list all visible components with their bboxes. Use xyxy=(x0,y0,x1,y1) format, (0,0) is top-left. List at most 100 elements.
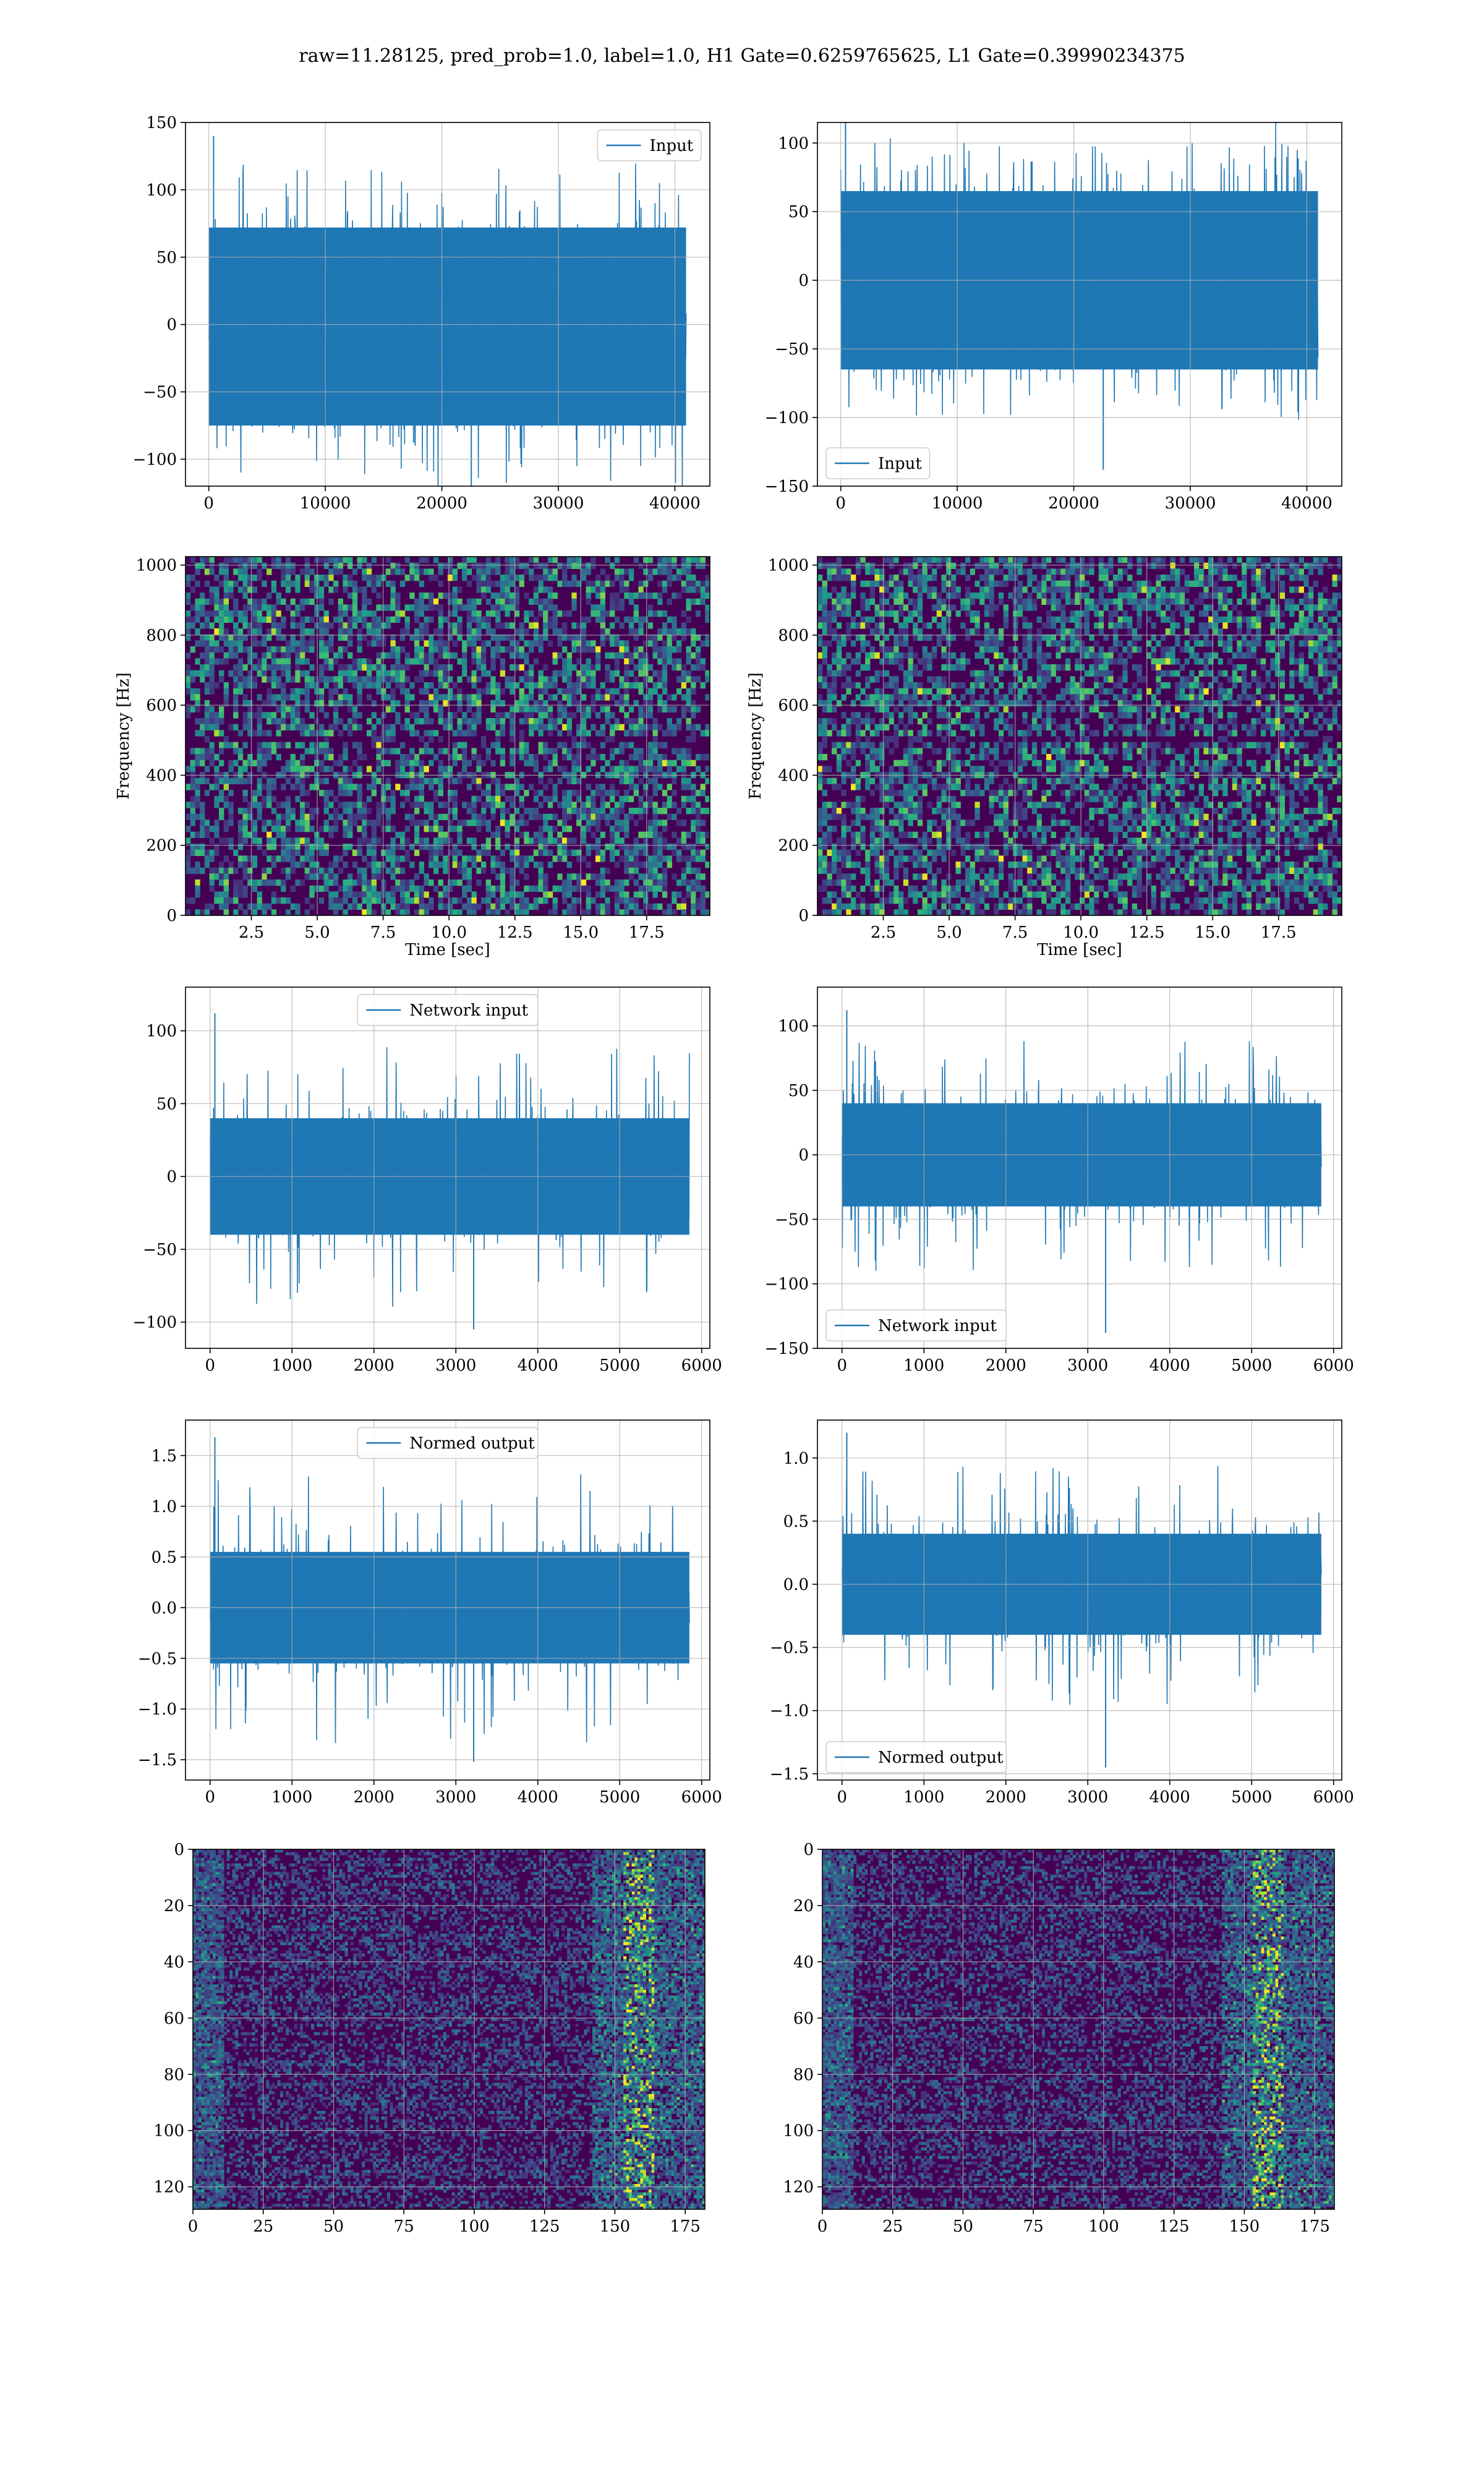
y-tick-label: 50 xyxy=(788,1082,809,1100)
x-tick-label: 5000 xyxy=(1231,1788,1272,1807)
y-tick-label: 20 xyxy=(793,1897,814,1915)
x-tick-label: 7.5 xyxy=(1002,923,1028,942)
y-tick-label: 0 xyxy=(166,907,177,925)
panel-10: 0 25 50 75 100 125 150 175 0 20 40 60 80 100 120 xyxy=(783,1841,1335,2236)
x-tick-label: 1000 xyxy=(271,1356,312,1375)
x-tick-label: 75 xyxy=(394,2217,414,2236)
grid xyxy=(186,987,710,1348)
y-tick-label: 800 xyxy=(146,627,177,645)
series-line xyxy=(209,1047,690,1307)
y-tick-label: 400 xyxy=(146,766,177,785)
series-line xyxy=(842,1041,1322,1271)
x-tick-label: 5.0 xyxy=(936,923,962,942)
x-tick-label: 75 xyxy=(1023,2217,1044,2236)
series-line xyxy=(842,1466,1322,1705)
x-tick-label: 5000 xyxy=(1231,1356,1272,1375)
y-tick-label: 0 xyxy=(803,1841,814,1859)
panel-2: 0 10000 20000 30000 40000 −150 −100 −50 0 50 100 In… xyxy=(765,122,1342,513)
y-tick-label: 1.5 xyxy=(151,1447,177,1465)
y-tick-label: −50 xyxy=(775,1210,809,1229)
x-tick-label: 2000 xyxy=(354,1788,394,1807)
panel-8: 0 1000 2000 3000 4000 5000 6000 −1.5 −1.0 −0.5 0.0… xyxy=(770,1419,1354,1807)
grid xyxy=(186,1420,710,1780)
y-tick-label: 80 xyxy=(793,2066,814,2084)
y-tick-label: 40 xyxy=(164,1953,184,1972)
series-input xyxy=(840,122,1319,470)
panel-4: 2.5 5.0 7.5 10.0 12.5 15.0 17.5 0 200 400 600 800 10… xyxy=(746,556,1342,959)
legend-box xyxy=(825,1309,1007,1342)
x-tick-label: 50 xyxy=(323,2217,344,2236)
x-tick-label: 25 xyxy=(253,2217,273,2236)
y-tick-label: 600 xyxy=(146,696,177,715)
y-tick-label: 40 xyxy=(793,1953,814,1972)
y-tick-label: −0.5 xyxy=(138,1650,177,1668)
y-tick-label: 120 xyxy=(153,2178,184,2197)
x-tick-label: 4000 xyxy=(518,1356,558,1375)
x-tick-label: 0 xyxy=(837,1356,847,1375)
x-tick-label: 2.5 xyxy=(239,923,264,942)
y-tick-label: 0 xyxy=(174,1841,184,1859)
y-tick-label: 1.0 xyxy=(151,1497,177,1516)
y-tick-label: −50 xyxy=(143,383,177,402)
series-line xyxy=(840,122,1319,420)
y-tick-label: 1000 xyxy=(768,557,809,575)
y-tick-label: 400 xyxy=(778,766,809,785)
x-tick-label: 2000 xyxy=(986,1788,1026,1807)
y-tick-label: 100 xyxy=(778,134,809,153)
y-axis-label: Frequency [Hz] xyxy=(746,672,765,800)
x-tick-label: 4000 xyxy=(1149,1788,1190,1807)
x-tick-label: 5.0 xyxy=(304,923,330,942)
y-tick-label: 600 xyxy=(778,696,809,715)
x-tick-label: 1000 xyxy=(903,1788,944,1807)
y-tick-label: 200 xyxy=(146,837,177,855)
y-tick-label: 0.5 xyxy=(151,1548,177,1567)
series-normed-output xyxy=(210,1437,690,1762)
x-tick-label: 5000 xyxy=(599,1356,640,1375)
x-tick-label: 10000 xyxy=(932,494,983,513)
panel-6: 0 1000 2000 3000 4000 5000 6000 −150 −100 −50 0 50 1… xyxy=(765,987,1354,1375)
figure-title: raw=11.28125, pred_prob=1.0, label=1.0, … xyxy=(299,45,1185,67)
x-tick-label: 30000 xyxy=(1165,494,1216,513)
x-tick-label: 1000 xyxy=(271,1788,312,1807)
x-tick-label: 10000 xyxy=(300,494,351,513)
x-tick-label: 125 xyxy=(1159,2217,1190,2236)
y-tick-label: −1.5 xyxy=(138,1751,177,1770)
y-tick-label: 0 xyxy=(166,316,177,335)
series-line xyxy=(208,163,687,486)
x-tick-label: 150 xyxy=(1229,2217,1260,2236)
x-tick-label: 3000 xyxy=(1067,1356,1108,1375)
series-network-input xyxy=(842,1010,1322,1333)
legend: Normed output xyxy=(357,1427,539,1459)
x-tick-label: 12.5 xyxy=(1129,923,1165,942)
y-tick-label: 100 xyxy=(153,2122,184,2141)
x-tick-label: 40000 xyxy=(1281,494,1333,513)
legend-label: Network input xyxy=(409,1001,528,1020)
x-tick-label: 0 xyxy=(188,2217,198,2236)
x-tick-label: 6000 xyxy=(1313,1356,1354,1375)
y-tick-label: −100 xyxy=(765,409,809,427)
y-tick-label: −50 xyxy=(775,340,809,359)
x-tick-label: 150 xyxy=(600,2217,631,2236)
y-tick-label: 100 xyxy=(146,181,177,200)
legend-label: Input xyxy=(650,137,694,155)
grid xyxy=(817,1420,1342,1780)
grid xyxy=(186,122,710,486)
series-normed-output xyxy=(842,1432,1322,1768)
x-tick-label: 20000 xyxy=(416,494,467,513)
x-tick-label: 15.0 xyxy=(1195,923,1230,942)
y-tick-label: −100 xyxy=(133,450,177,469)
legend: Input xyxy=(597,129,702,161)
grid xyxy=(817,122,1342,487)
y-tick-label: 50 xyxy=(156,1095,177,1113)
x-tick-label: 10.0 xyxy=(1063,923,1099,942)
legend-box xyxy=(357,1427,539,1459)
x-tick-label: 100 xyxy=(1088,2217,1119,2236)
panel-7: 0 1000 2000 3000 4000 5000 6000 −1.5 −1.0 −0.5 0.0… xyxy=(138,1419,722,1807)
legend-box xyxy=(825,1741,1007,1773)
y-tick-label: −1.0 xyxy=(138,1700,177,1719)
y-tick-label: 1.0 xyxy=(783,1449,809,1468)
x-tick-label: 100 xyxy=(459,2217,490,2236)
axes-frame xyxy=(185,987,710,1349)
legend: Network input xyxy=(825,1309,1007,1342)
